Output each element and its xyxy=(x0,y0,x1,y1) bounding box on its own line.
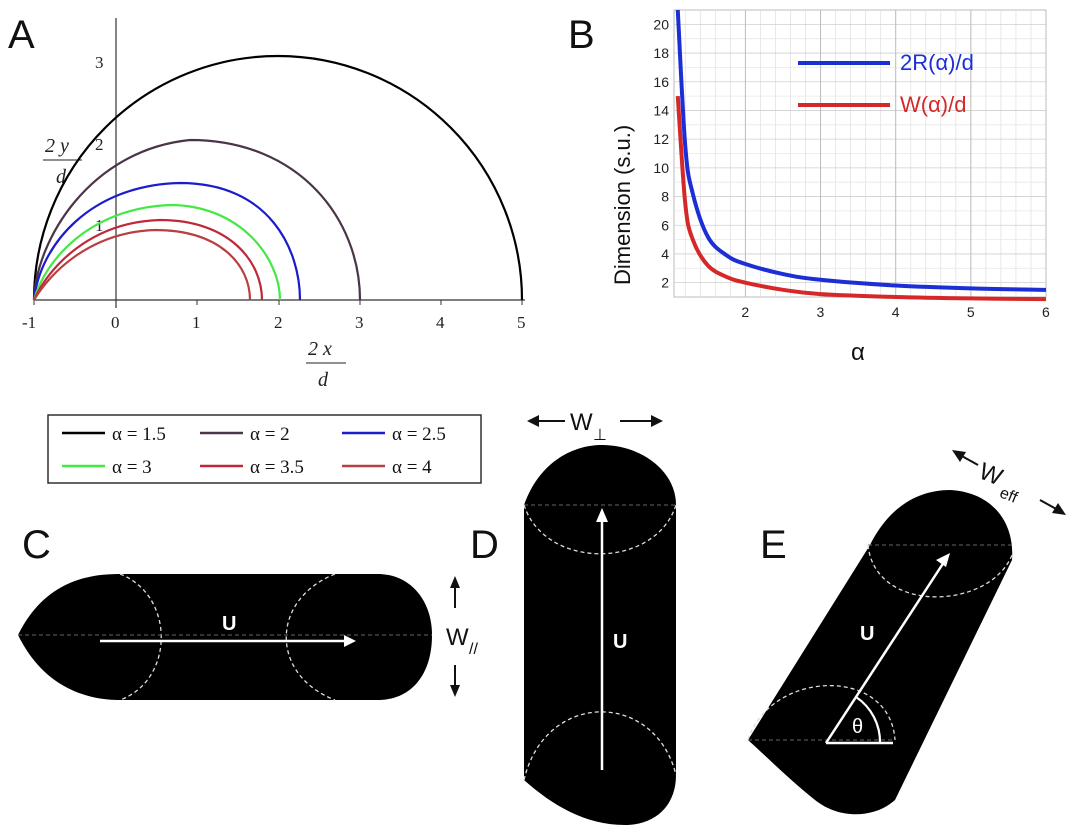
panel-a-x-tick: -1 xyxy=(22,313,36,332)
panel-a-x-tick: 0 xyxy=(111,313,120,332)
panel-a-x-tick: 3 xyxy=(355,313,364,332)
panel-b-y-label: Dimension (s.u.) xyxy=(610,125,635,285)
panel-label-b: B xyxy=(568,13,595,57)
series-w-line xyxy=(675,95,1047,302)
legend-item: α = 2 xyxy=(200,424,290,445)
shape-e: θ U xyxy=(747,490,1013,815)
curve-alpha-1-5 xyxy=(32,54,524,301)
legend-item: α = 1.5 xyxy=(62,424,166,445)
panel-b-series xyxy=(675,9,1047,302)
u-label-e: U xyxy=(860,623,874,645)
y-tick-label: 14 xyxy=(653,102,669,118)
w-eff-subscript: eff xyxy=(997,485,1020,508)
panel-b-x-label: α xyxy=(851,339,865,366)
panel-a-y-label: 2 y d xyxy=(43,135,82,188)
panel-b-legend: 2R(α)/d W(α)/d xyxy=(798,50,974,117)
x-tick-label: 4 xyxy=(892,304,900,320)
y-tick-label: 2 xyxy=(661,275,669,291)
panel-b-grid xyxy=(674,10,1047,297)
legend-label: α = 1.5 xyxy=(112,424,166,445)
x-tick-label: 5 xyxy=(967,304,975,320)
panel-a-x-tick: 5 xyxy=(517,313,526,332)
panel-a-curves xyxy=(32,54,524,301)
panel-a-y-tick: 2 xyxy=(95,135,104,154)
x-tick-label: 6 xyxy=(1042,304,1050,320)
w-parallel-label: W xyxy=(446,624,469,651)
curve-alpha-3 xyxy=(32,203,282,301)
panel-label-e: E xyxy=(760,523,787,567)
shape-d: U xyxy=(523,445,677,825)
y-tick-label: 8 xyxy=(661,189,669,205)
legend-label: α = 4 xyxy=(392,457,432,478)
y-tick-label: 4 xyxy=(661,246,669,262)
shape-c: U xyxy=(18,573,432,701)
curve-alpha-3-5 xyxy=(32,218,264,301)
panel-a-x-label-numerator: 2 x xyxy=(308,338,332,360)
legend-item: α = 2.5 xyxy=(342,424,446,445)
panel-a-y-ticks: 1 2 3 xyxy=(95,53,104,235)
legend-item: α = 3 xyxy=(62,457,152,478)
legend-label: α = 2 xyxy=(250,424,290,445)
panel-a-x-tick: 4 xyxy=(436,313,445,332)
legend-label: α = 2.5 xyxy=(392,424,446,445)
x-tick-label: 3 xyxy=(817,304,825,320)
legend-label-2r: 2R(α)/d xyxy=(900,50,974,75)
panel-a-y-label-numerator: 2 y xyxy=(45,135,69,157)
legend-label: α = 3 xyxy=(112,457,152,478)
x-tick-label: 2 xyxy=(741,304,749,320)
theta-label: θ xyxy=(852,716,863,738)
legend-label-w: W(α)/d xyxy=(900,92,966,117)
y-tick-label: 18 xyxy=(653,45,669,61)
legend-item: α = 3.5 xyxy=(200,457,304,478)
y-tick-label: 12 xyxy=(653,131,669,147)
panel-a-y-tick: 1 xyxy=(95,216,104,235)
panel-b-ticks: 2 3 4 5 6 2 4 6 8 10 12 14 16 18 20 xyxy=(653,16,1050,320)
panel-a-plot: -1 0 1 2 3 4 5 1 2 3 2 y d 2 x d xyxy=(22,18,526,391)
panel-label-c: C xyxy=(22,523,51,567)
curve-alpha-2-5 xyxy=(32,181,302,301)
panel-label-d: D xyxy=(470,523,499,567)
w-perp-annotation: W ⊥ xyxy=(527,409,663,444)
w-perp-label: W xyxy=(570,409,593,436)
w-parallel-annotation: W // xyxy=(446,576,478,697)
panel-a-x-label: 2 x d xyxy=(306,338,346,391)
series-2r-line xyxy=(675,9,1047,292)
panel-a-y-label-denominator: d xyxy=(56,166,67,188)
panel-a-x-label-denominator: d xyxy=(318,369,329,391)
y-tick-label: 10 xyxy=(653,160,669,176)
u-label-c: U xyxy=(222,613,236,635)
curve-alpha-2 xyxy=(32,138,362,301)
panel-a-legend: α = 1.5 α = 2 α = 2.5 α = 3 α = 3.5 α = … xyxy=(47,414,482,484)
y-tick-label: 6 xyxy=(661,217,669,233)
y-tick-label: 20 xyxy=(653,16,669,32)
panel-a-x-ticks: -1 0 1 2 3 4 5 xyxy=(22,300,526,332)
w-parallel-subscript: // xyxy=(469,641,478,658)
panel-a-x-tick: 2 xyxy=(274,313,283,332)
u-label-d: U xyxy=(613,631,627,653)
y-tick-label: 16 xyxy=(653,74,669,90)
w-perp-subscript: ⊥ xyxy=(593,427,607,444)
legend-item: α = 4 xyxy=(342,457,432,478)
panel-a-y-tick: 3 xyxy=(95,53,104,72)
w-eff-annotation: W eff xyxy=(952,450,1066,515)
panel-a-x-tick: 1 xyxy=(192,313,201,332)
velocity-arrow-e xyxy=(824,561,946,744)
curve-alpha-4 xyxy=(33,228,252,301)
theta-arc xyxy=(855,696,882,744)
panel-label-a: A xyxy=(8,13,35,57)
legend-label: α = 3.5 xyxy=(250,457,304,478)
panel-b-chart: 2 3 4 5 6 2 4 6 8 10 12 14 16 18 20 Dimension (s.u.) α… xyxy=(610,9,1050,366)
